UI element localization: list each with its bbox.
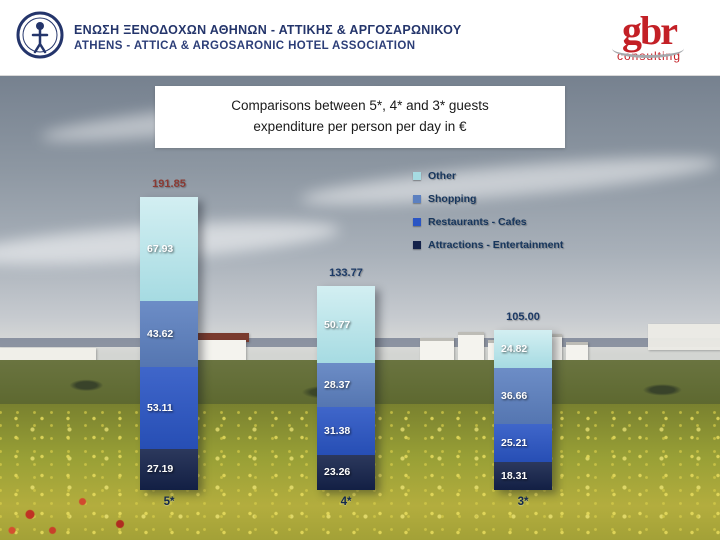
segment-value-label: 36.66 <box>501 389 528 402</box>
gbr-swoosh-icon <box>612 39 684 58</box>
legend-marker-icon <box>413 172 421 180</box>
legend-label: Other <box>428 170 457 182</box>
legend-label: Shopping <box>428 193 477 205</box>
segment-value-label: 23.26 <box>324 466 351 479</box>
bar-segment-attractions-entertainment: 23.26 <box>317 454 375 490</box>
bar-segment-shopping: 36.66 <box>494 367 552 424</box>
segment-value-label: 25.21 <box>501 436 528 449</box>
category-label: 5* <box>163 496 175 508</box>
photo-building <box>566 342 588 363</box>
gbr-logo: gbr consulting <box>594 10 704 63</box>
association-branding: ΕΝΩΣΗ ΞΕΝΟΔΟΧΩΝ ΑΘΗΝΩΝ - ΑΤΤΙΚΗΣ & ΑΡΓΟΣ… <box>16 11 461 64</box>
bar-segment-restaurants-cafes: 25.21 <box>494 423 552 462</box>
photo-building <box>458 332 484 363</box>
legend-item-other: Other <box>413 170 563 182</box>
legend-label: Restaurants - Cafes <box>428 216 527 228</box>
category-label: 4* <box>340 496 352 508</box>
stacked-bar-5star: 67.93 43.62 53.11 27.19 <box>140 197 198 490</box>
chart-title-line-1: Comparisons between 5*, 4* and 3* guests <box>231 98 489 113</box>
stacked-bar-3star: 24.82 36.66 25.21 18.31 <box>494 329 552 490</box>
legend-item-attractions-entertainment: Attractions - Entertainment <box>413 239 563 251</box>
legend-marker-icon <box>413 218 421 226</box>
bar-segment-other: 50.77 <box>317 285 375 364</box>
segment-value-label: 28.37 <box>324 378 351 391</box>
category-label: 3* <box>517 496 529 508</box>
legend-marker-icon <box>413 241 421 249</box>
bar-segment-other: 24.82 <box>494 329 552 368</box>
segment-value-label: 31.38 <box>324 424 351 437</box>
chart-title-box: Comparisons between 5*, 4* and 3* guests… <box>155 86 565 148</box>
photo-red-flowers <box>0 476 150 540</box>
legend-marker-icon <box>413 195 421 203</box>
segment-value-label: 53.11 <box>147 401 173 414</box>
bar-total-label: 133.77 <box>329 267 363 279</box>
photo-building <box>420 338 454 363</box>
segment-value-label: 67.93 <box>147 242 174 255</box>
legend-label: Attractions - Entertainment <box>428 239 564 251</box>
bar-segment-shopping: 43.62 <box>140 300 198 368</box>
bar-segment-attractions-entertainment: 18.31 <box>494 462 552 490</box>
association-name-greek: ΕΝΩΣΗ ΞΕΝΟΔΟΧΩΝ ΑΘΗΝΩΝ - ΑΤΤΙΚΗΣ & ΑΡΓΟΣ… <box>74 23 462 37</box>
header-bar: ΕΝΩΣΗ ΞΕΝΟΔΟΧΩΝ ΑΘΗΝΩΝ - ΑΤΤΙΚΗΣ & ΑΡΓΟΣ… <box>0 0 720 76</box>
bar-total-label: 105.00 <box>506 311 540 323</box>
segment-value-label: 27.19 <box>147 463 174 476</box>
association-name: ΕΝΩΣΗ ΞΕΝΟΔΟΧΩΝ ΑΘΗΝΩΝ - ΑΤΤΙΚΗΣ & ΑΡΓΟΣ… <box>74 23 461 52</box>
segment-value-label: 43.62 <box>147 328 174 341</box>
bar-segment-restaurants-cafes: 53.11 <box>140 367 198 449</box>
bar-segment-shopping: 28.37 <box>317 363 375 407</box>
bar-total-label: 191.85 <box>152 178 186 190</box>
chart-title-line-2: expenditure per person per day in € <box>253 118 467 134</box>
bar-segment-attractions-entertainment: 27.19 <box>140 448 198 490</box>
association-name-english: ATHENS - ATTICA & ARGOSARONIC HOTEL ASSO… <box>74 40 416 52</box>
photo-white-wall <box>648 324 720 350</box>
association-emblem-icon <box>16 11 64 64</box>
segment-value-label: 18.31 <box>501 470 528 482</box>
chart-legend: Other Shopping Restaurants - Cafes Attracti… <box>413 170 563 251</box>
photo-house-roof <box>193 333 249 342</box>
bar-segment-other: 67.93 <box>140 197 198 301</box>
segment-value-label: 24.82 <box>501 342 528 355</box>
segment-value-label: 50.77 <box>324 318 351 331</box>
stacked-bar-4star: 50.77 28.37 31.38 23.26 <box>317 285 375 490</box>
legend-item-restaurants-cafes: Restaurants - Cafes <box>413 216 563 228</box>
legend-item-shopping: Shopping <box>413 193 563 205</box>
bar-segment-restaurants-cafes: 31.38 <box>317 406 375 455</box>
